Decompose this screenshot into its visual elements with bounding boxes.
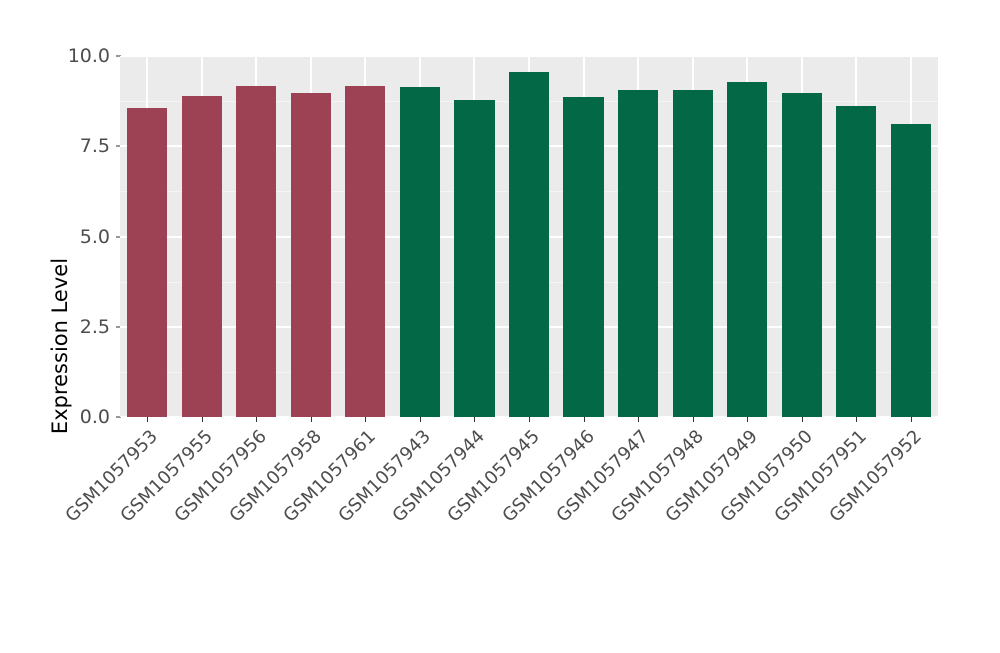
- bar[interactable]: [563, 97, 604, 417]
- x-tick-mark: [856, 417, 858, 422]
- bar[interactable]: [181, 96, 222, 417]
- bar[interactable]: [127, 108, 168, 417]
- x-tick-mark: [147, 417, 149, 422]
- bar[interactable]: [890, 123, 931, 417]
- y-tick-mark: [116, 55, 121, 57]
- x-tick-mark: [365, 417, 367, 422]
- x-tick-mark: [747, 417, 749, 422]
- x-tick-mark: [256, 417, 258, 422]
- x-tick-mark: [692, 417, 694, 422]
- bar-chart: Expression Level 0.0 2.5 5.0 7.5 10.0 GSM105…: [6, 0, 938, 580]
- bar[interactable]: [454, 100, 495, 417]
- x-tick-mark: [638, 417, 640, 422]
- y-tick-mark: [116, 236, 121, 237]
- y-tick-label: 10.0: [67, 45, 110, 67]
- x-tick-mark: [474, 417, 476, 422]
- bar[interactable]: [508, 72, 550, 417]
- y-tick-label: 7.5: [79, 135, 110, 158]
- bar[interactable]: [236, 85, 277, 417]
- bar[interactable]: [672, 90, 713, 417]
- plot-panel: [120, 56, 938, 417]
- bar[interactable]: [618, 90, 659, 417]
- x-tick-mark: [419, 417, 421, 422]
- bar[interactable]: [290, 93, 331, 417]
- bar[interactable]: [345, 85, 386, 417]
- y-tick-mark: [116, 416, 121, 418]
- y-axis-ticks: 0.0 2.5 5.0 7.5 10.0: [6, 0, 121, 580]
- bar[interactable]: [727, 82, 768, 417]
- x-tick-mark: [583, 417, 585, 422]
- x-tick-mark: [910, 417, 912, 422]
- x-axis-ticks: GSM1057953 GSM1057955 GSM1057956 GSM1057958…: [62, 417, 938, 580]
- x-tick-mark: [310, 417, 312, 422]
- bar[interactable]: [836, 106, 877, 417]
- y-tick-mark: [116, 145, 121, 147]
- x-tick-mark: [801, 417, 803, 422]
- x-tick-mark: [201, 417, 203, 422]
- y-tick-label: 0.0: [79, 406, 110, 428]
- bar[interactable]: [399, 87, 440, 417]
- y-tick-mark: [116, 326, 121, 328]
- bar[interactable]: [781, 93, 822, 417]
- x-tick-mark: [529, 417, 530, 422]
- y-tick-label: 5.0: [79, 225, 110, 248]
- y-tick-label: 2.5: [79, 315, 110, 338]
